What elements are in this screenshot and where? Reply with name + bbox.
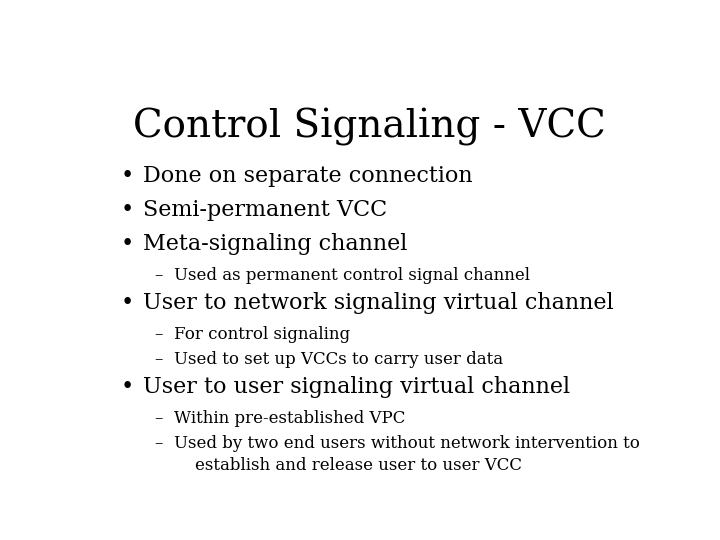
Text: Meta-signaling channel: Meta-signaling channel <box>143 233 408 255</box>
Text: –: – <box>154 267 163 284</box>
Text: Done on separate connection: Done on separate connection <box>143 165 472 187</box>
Text: For control signaling: For control signaling <box>174 326 350 343</box>
Text: •: • <box>121 165 134 187</box>
Text: Used by two end users without network intervention to
    establish and release : Used by two end users without network in… <box>174 435 639 474</box>
Text: –: – <box>154 435 163 452</box>
Text: Control Signaling - VCC: Control Signaling - VCC <box>132 109 606 146</box>
Text: –: – <box>154 326 163 343</box>
Text: –: – <box>154 351 163 368</box>
Text: User to network signaling virtual channel: User to network signaling virtual channe… <box>143 292 613 314</box>
Text: Within pre-established VPC: Within pre-established VPC <box>174 410 405 427</box>
Text: •: • <box>121 376 134 398</box>
Text: Used as permanent control signal channel: Used as permanent control signal channel <box>174 267 530 284</box>
Text: –: – <box>154 410 163 427</box>
Text: •: • <box>121 292 134 314</box>
Text: Semi-permanent VCC: Semi-permanent VCC <box>143 199 387 221</box>
Text: User to user signaling virtual channel: User to user signaling virtual channel <box>143 376 570 398</box>
Text: Used to set up VCCs to carry user data: Used to set up VCCs to carry user data <box>174 351 503 368</box>
Text: •: • <box>121 233 134 255</box>
Text: •: • <box>121 199 134 221</box>
